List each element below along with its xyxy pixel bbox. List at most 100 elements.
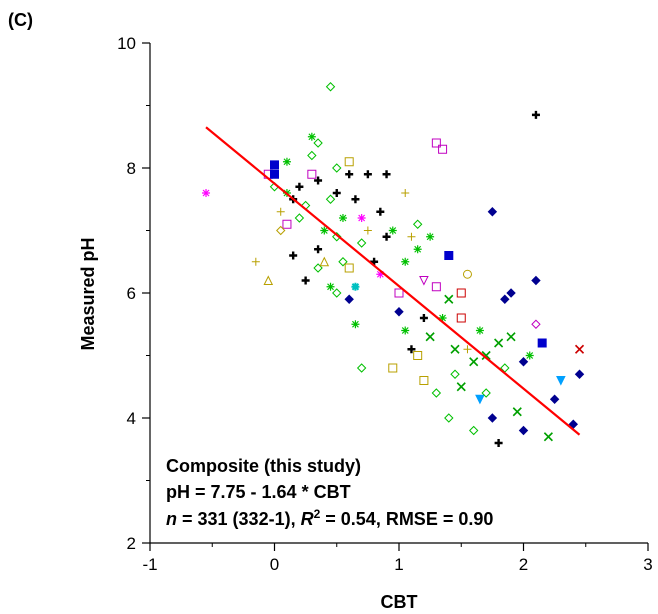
data-point <box>574 344 585 354</box>
data-point <box>344 157 354 167</box>
data-point <box>468 425 479 436</box>
axes: -1 0 1 2 3 2 4 6 8 10 <box>117 34 653 574</box>
data-point <box>325 194 336 204</box>
data-point <box>456 288 466 298</box>
data-point <box>431 282 441 292</box>
data-point <box>376 270 385 279</box>
y-tick-label: 10 <box>117 34 136 53</box>
data-point <box>332 232 342 242</box>
data-point <box>525 351 534 360</box>
data-point <box>313 138 323 148</box>
data-point <box>314 176 323 185</box>
data-point <box>401 257 410 266</box>
data-point <box>506 332 516 342</box>
data-point <box>363 170 372 179</box>
data-point <box>462 269 472 279</box>
data-point <box>382 232 391 241</box>
data-point <box>351 320 360 329</box>
data-point <box>388 363 398 373</box>
data-point <box>276 225 286 236</box>
y-tick-label: 4 <box>127 409 136 428</box>
data-point <box>282 157 291 166</box>
data-point <box>363 226 372 235</box>
data-point <box>320 226 329 235</box>
data-point <box>325 82 336 92</box>
data-point <box>556 376 566 386</box>
data-point <box>531 275 541 286</box>
data-point <box>419 376 429 385</box>
data-point <box>289 251 298 260</box>
data-points <box>202 82 585 447</box>
data-point <box>444 251 454 260</box>
data-point <box>444 294 454 304</box>
data-point <box>332 288 342 298</box>
data-point <box>307 169 317 179</box>
data-point <box>419 276 429 286</box>
data-point <box>549 394 560 404</box>
data-point <box>543 432 553 442</box>
x-axis-title: CBT <box>381 592 418 612</box>
data-point <box>413 351 423 360</box>
x-tick-label: 1 <box>394 555 403 574</box>
data-point <box>518 425 529 436</box>
annotation-count: = 331 (332-1), <box>177 509 301 529</box>
data-point <box>270 160 279 170</box>
annotation-line-1: Composite (this study) <box>166 456 361 476</box>
annotation-stats: = 0.54, RMSE = 0.90 <box>320 509 493 529</box>
data-point <box>351 195 360 204</box>
data-point <box>338 257 348 267</box>
x-tick-label: 0 <box>270 555 279 574</box>
data-point <box>438 314 447 322</box>
data-point <box>469 357 479 367</box>
data-point <box>438 144 448 154</box>
data-point <box>419 314 428 322</box>
data-point <box>332 163 342 173</box>
data-point <box>388 226 397 235</box>
data-point <box>344 263 354 273</box>
data-point <box>276 207 285 216</box>
data-point <box>270 169 279 179</box>
data-point <box>537 338 547 348</box>
data-point <box>413 245 422 254</box>
data-point <box>506 288 516 298</box>
data-point <box>382 170 391 179</box>
data-point <box>407 232 416 241</box>
data-point <box>326 282 335 291</box>
x-tick-label: 2 <box>519 555 528 574</box>
x-tick-label: -1 <box>142 555 157 574</box>
data-point <box>314 245 323 254</box>
data-point <box>494 338 504 348</box>
data-point <box>356 363 367 373</box>
data-point <box>345 170 354 179</box>
data-point <box>475 394 485 405</box>
annotation-n: n <box>166 509 177 529</box>
data-point <box>456 382 466 392</box>
data-point <box>401 326 410 335</box>
y-tick-label: 8 <box>127 159 136 178</box>
data-point <box>307 132 316 141</box>
regression-line <box>205 126 581 436</box>
data-point <box>431 138 441 148</box>
data-point <box>282 219 292 229</box>
data-point <box>431 388 442 398</box>
data-point <box>344 294 354 304</box>
data-point <box>351 282 360 291</box>
data-point <box>475 326 484 335</box>
data-point <box>357 214 366 222</box>
data-point <box>531 110 540 119</box>
data-point <box>307 150 317 161</box>
data-point <box>376 207 385 216</box>
data-point <box>426 232 435 241</box>
data-point <box>338 214 347 222</box>
y-axis-title: Measured pH <box>78 237 98 350</box>
data-point <box>332 189 341 197</box>
data-point <box>494 439 503 447</box>
data-point <box>301 276 310 285</box>
data-point <box>412 219 423 229</box>
annotation-r-sup: 2 <box>314 507 321 521</box>
data-point <box>487 207 498 217</box>
y-tick-label: 2 <box>127 534 136 553</box>
data-point <box>450 344 460 354</box>
annotation-line-3: n = 331 (332-1), R2 = 0.54, RMSE = 0.90 <box>166 507 493 529</box>
